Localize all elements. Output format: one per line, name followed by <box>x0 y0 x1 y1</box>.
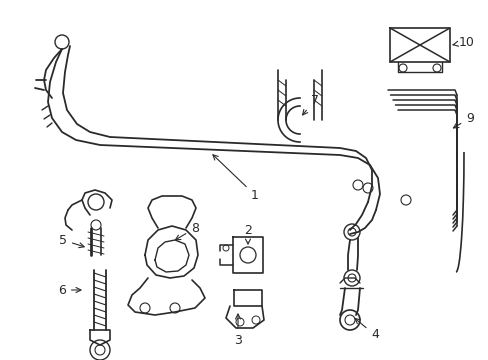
Text: 6: 6 <box>58 284 81 297</box>
Text: 1: 1 <box>212 155 259 202</box>
Text: 8: 8 <box>175 221 199 240</box>
Text: 9: 9 <box>452 112 473 128</box>
Text: 5: 5 <box>59 234 84 248</box>
Text: 4: 4 <box>354 319 378 342</box>
Text: 2: 2 <box>244 224 251 244</box>
Text: 3: 3 <box>234 314 242 346</box>
Text: 10: 10 <box>452 36 474 49</box>
Text: 7: 7 <box>302 94 318 115</box>
